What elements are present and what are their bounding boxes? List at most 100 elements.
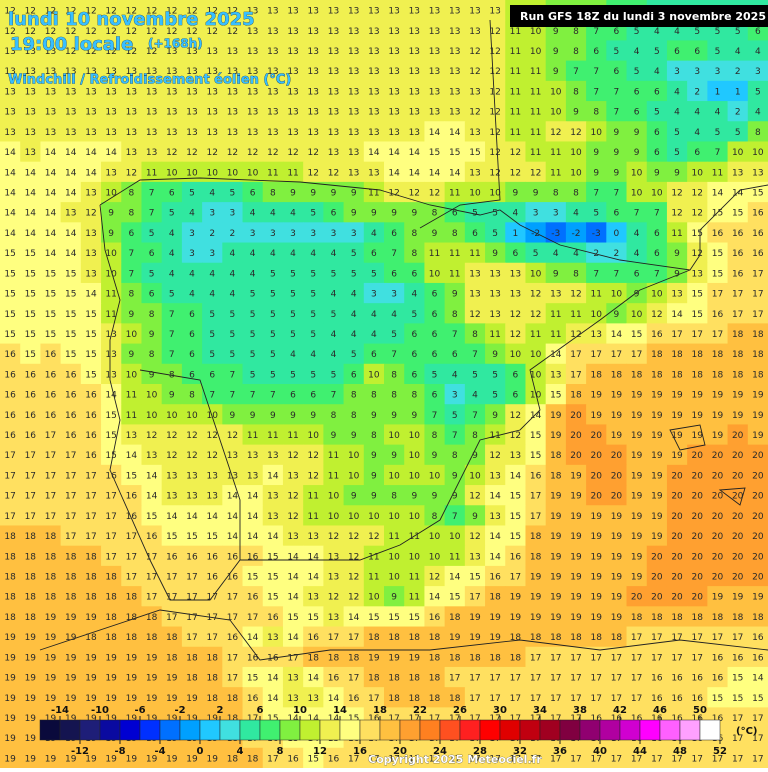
cell — [404, 181, 425, 203]
cell-value: 14 — [45, 249, 57, 259]
cell-value: 17 — [469, 694, 480, 704]
cell-value: 11 — [308, 512, 319, 522]
cell-value: 12 — [166, 7, 177, 17]
cell-value: 12 — [227, 431, 238, 441]
cell — [565, 282, 587, 304]
cell-value: 3 — [250, 229, 256, 239]
cell-value: 4 — [391, 310, 397, 320]
cell-value: 10 — [429, 552, 441, 562]
cell-value: 13 — [328, 552, 339, 562]
cell — [222, 384, 244, 405]
cell — [141, 161, 163, 183]
cell — [80, 20, 102, 41]
cell-value: 11 — [328, 451, 339, 461]
cell-value: 5 — [351, 249, 357, 259]
cell — [363, 444, 385, 466]
cell-value: 20 — [671, 552, 683, 562]
cell-value: 5 — [290, 290, 296, 300]
cell-value: 13 — [25, 47, 36, 57]
cell-value: 3 — [533, 209, 539, 219]
cell — [586, 464, 607, 486]
cell-value: 9 — [371, 209, 377, 219]
cell-value: 15 — [126, 471, 137, 481]
cell — [687, 282, 708, 304]
cell-value: 15 — [712, 269, 723, 279]
cell-value: 13 — [510, 451, 521, 461]
cell-value: 8 — [432, 512, 438, 522]
cell — [404, 343, 425, 365]
cell — [40, 242, 62, 264]
cell-value: 9 — [492, 249, 498, 259]
cell-value: 12 — [206, 27, 217, 37]
cell-value: 17 — [611, 653, 622, 663]
cell-value: 14 — [45, 148, 57, 158]
cell-value: 20 — [692, 451, 704, 461]
cell — [444, 323, 466, 345]
cell — [384, 202, 405, 223]
cell — [384, 606, 405, 628]
cell-value: 18 — [388, 694, 400, 704]
cell-value: 15 — [4, 310, 15, 320]
cell-value: 10 — [550, 108, 562, 118]
legend-tick-label: -10 — [91, 705, 109, 716]
cell-value: 17 — [105, 492, 116, 502]
cell — [101, 80, 122, 102]
cell-value: 19 — [590, 512, 602, 522]
cell — [586, 666, 607, 688]
cell — [687, 666, 708, 688]
cell-value: 18 — [105, 633, 117, 643]
cell — [586, 363, 607, 385]
cell — [727, 101, 749, 122]
cell — [242, 464, 264, 486]
cell — [666, 626, 688, 648]
cell — [40, 121, 62, 142]
cell-value: 17 — [146, 593, 157, 603]
cell-value: 10 — [570, 168, 582, 178]
cell — [60, 626, 82, 648]
cell — [565, 606, 587, 628]
cell — [747, 262, 768, 284]
cell-value: 19 — [570, 552, 582, 562]
cell — [545, 464, 567, 486]
cell-value: 1 — [735, 87, 741, 97]
cell — [525, 80, 547, 102]
cell-value: 18 — [429, 653, 441, 663]
cell-value: 8 — [411, 249, 417, 259]
cell-value: 13 — [146, 128, 157, 138]
cell-value: 9 — [492, 411, 498, 421]
cell-value: 12 — [4, 27, 15, 37]
cell — [626, 384, 648, 405]
cell — [545, 565, 567, 587]
cell — [202, 404, 223, 425]
cell — [485, 282, 506, 304]
cell-value: 13 — [126, 431, 137, 441]
cell-value: 14 — [227, 512, 239, 522]
cell — [687, 525, 708, 547]
cell-value: 17 — [530, 512, 541, 522]
cell-value: 15 — [85, 330, 96, 340]
cell-value: 13 — [247, 471, 258, 481]
cell-value: 11 — [550, 148, 561, 158]
cell-value: 16 — [732, 269, 744, 279]
legend-swatch — [179, 719, 201, 741]
cell — [282, 323, 304, 345]
cell-value: 13 — [247, 7, 258, 17]
cell — [141, 181, 163, 203]
cell — [727, 262, 749, 284]
cell — [80, 525, 102, 547]
cell-value: 18 — [409, 694, 421, 704]
cell-value: 13 — [206, 87, 217, 97]
cell — [161, 242, 183, 264]
cell-value: 9 — [391, 411, 397, 421]
cell-value: 9 — [411, 411, 417, 421]
cell — [545, 666, 567, 688]
cell-value: 5 — [331, 269, 337, 279]
cell — [262, 20, 284, 41]
cell-value: 7 — [593, 87, 599, 97]
cell-value: 19 — [510, 613, 522, 623]
cell — [545, 424, 567, 446]
legend-swatch — [219, 719, 241, 741]
cell-value: -3 — [551, 229, 560, 239]
cell-value: 17 — [530, 694, 541, 704]
cell — [20, 141, 41, 163]
